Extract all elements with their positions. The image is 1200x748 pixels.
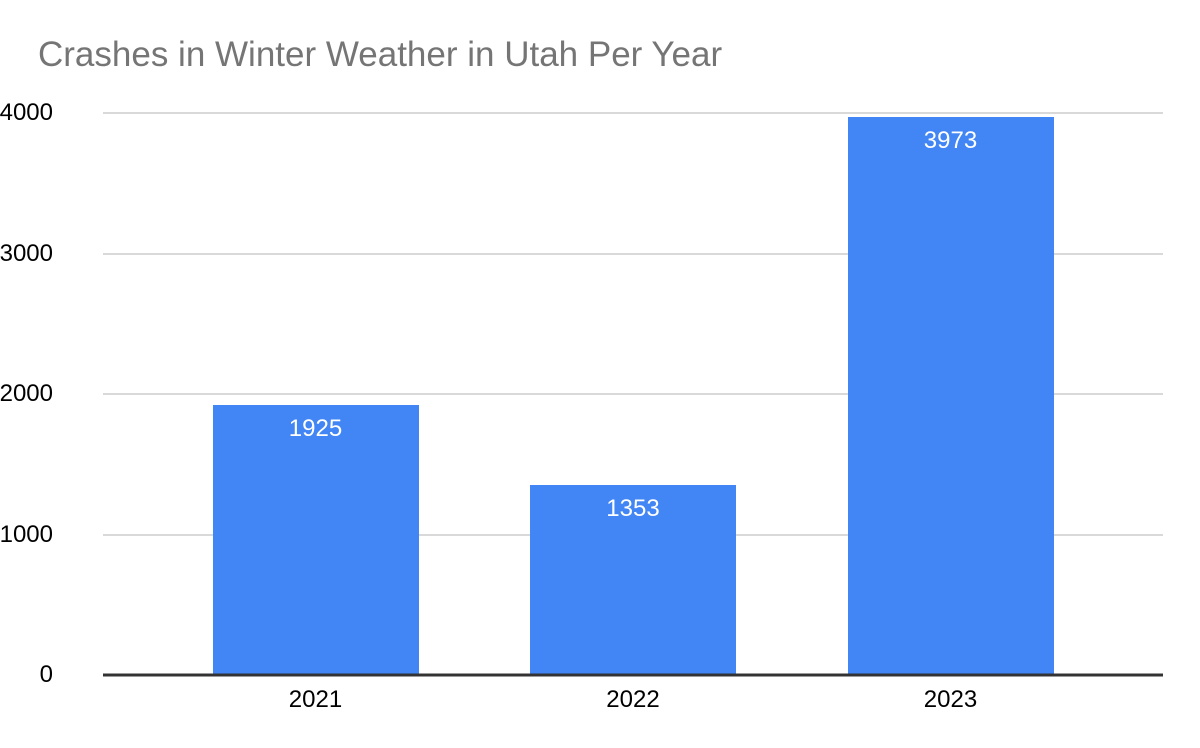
chart-title: Crashes in Winter Weather in Utah Per Ye… [38,35,723,74]
y-gridline [103,112,1163,114]
bar-value-label: 1925 [288,414,343,442]
y-axis-tick-label: 0 [39,661,53,688]
bar-2022: 1353 [530,484,736,675]
y-axis-tick-label: 4000 [0,99,53,126]
y-axis-tick-label: 2000 [0,380,53,407]
x-axis-line [103,673,1163,677]
x-axis-tick-label: 2022 [606,686,660,713]
bar-value-label: 1353 [606,494,660,522]
y-axis-tick-label: 3000 [0,239,53,267]
y-axis-tick-label: 1000 [0,520,53,548]
bar-2021: 1925 [212,404,419,675]
x-axis-tick-label: 2023 [923,686,978,713]
y-gridline [103,393,1163,395]
chart-plot-area: 0 1000 2000 3000 4000 1925 1353 3973 [0,99,1163,688]
bar-value-label: 3973 [923,126,978,154]
bar-2023: 3973 [847,116,1054,675]
y-gridline [103,252,1163,255]
x-axis-tick-label: 2021 [288,686,343,713]
